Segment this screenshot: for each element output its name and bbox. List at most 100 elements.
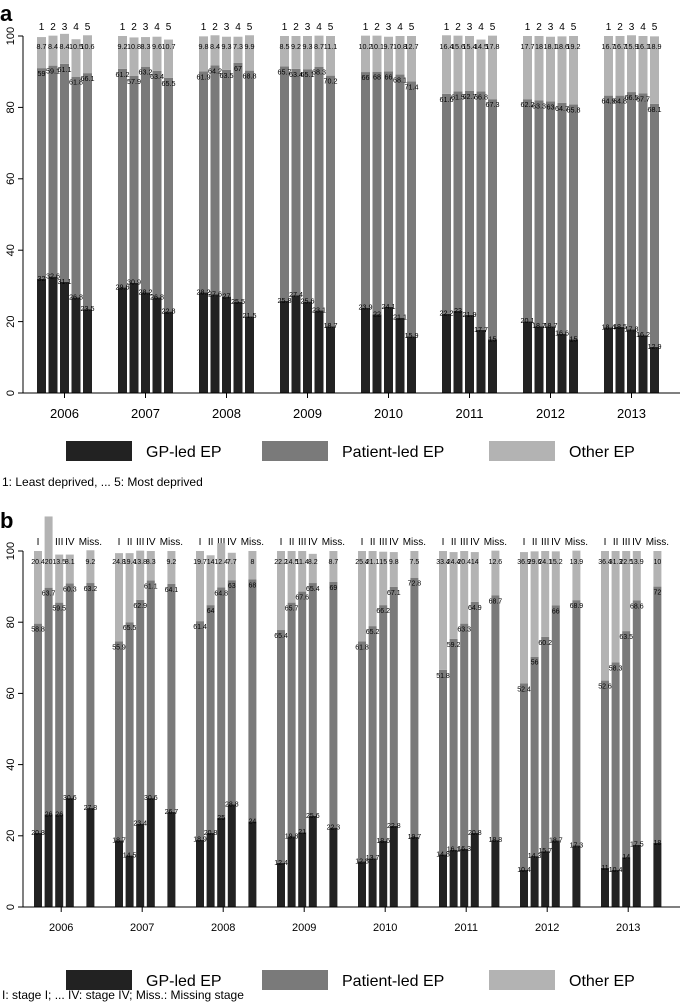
- data-label-gp-led: 25.6: [306, 813, 320, 820]
- bar-other: [611, 551, 620, 663]
- data-label-other: 9.8: [389, 559, 399, 566]
- data-label-other: 12.4: [214, 559, 228, 566]
- legend-label-other: Other EP: [569, 973, 635, 990]
- data-label-patient-led: 62.2: [521, 100, 535, 109]
- bar-other: [534, 36, 544, 101]
- bar-patient-led: [196, 621, 204, 840]
- bar-gp-led: [449, 849, 458, 907]
- bar-gp-led: [164, 311, 173, 393]
- y-tick-label: 100: [5, 27, 17, 45]
- bar-gp-led: [329, 827, 338, 907]
- data-label-patient-led: 68: [373, 73, 381, 82]
- bar-patient-led: [572, 600, 581, 846]
- bar-other: [546, 36, 555, 102]
- data-label-gp-led: 10.4: [609, 867, 623, 874]
- data-label-patient-led: 59.5: [52, 606, 66, 613]
- data-label-patient-led: 60.2: [538, 640, 552, 647]
- bar-patient-led: [34, 623, 42, 833]
- bar-gp-led: [520, 869, 528, 907]
- category-label: 5: [247, 22, 253, 33]
- bar-gp-led: [65, 798, 74, 907]
- data-label-patient-led: 61.8: [69, 78, 83, 87]
- bar-other: [217, 543, 226, 588]
- data-label-gp-led: 30.6: [144, 795, 158, 802]
- x-tick-label: 2012: [535, 922, 559, 934]
- bar-gp-led: [622, 857, 631, 907]
- category-label: IV: [65, 537, 75, 548]
- data-label-patient-led: 65.5: [162, 79, 176, 88]
- data-label-patient-led: 59.2: [447, 642, 461, 649]
- data-label-patient-led: 72: [654, 590, 662, 597]
- bar-patient-led: [199, 71, 208, 293]
- data-label-gp-led: 18.5: [613, 322, 627, 331]
- bar-gp-led: [601, 867, 609, 907]
- bar-gp-led: [146, 798, 155, 907]
- data-label-other: 8.1: [65, 559, 75, 566]
- data-label-other: 8.7: [314, 42, 324, 51]
- category-label: 3: [143, 22, 149, 33]
- bar-gp-led: [638, 335, 648, 393]
- bar-other: [627, 35, 636, 93]
- data-label-other: 9.2: [86, 559, 96, 566]
- data-label-other: 17.8: [486, 42, 500, 51]
- data-label-patient-led: 64.2: [208, 66, 222, 75]
- category-label: 4: [559, 22, 565, 33]
- bar-gp-led: [453, 310, 463, 393]
- data-label-other: 15.9: [625, 42, 639, 51]
- bar-gp-led: [222, 296, 231, 393]
- bar-patient-led: [48, 65, 58, 277]
- bar-patient-led: [314, 66, 324, 311]
- bar-patient-led: [326, 75, 335, 327]
- category-label: 4: [73, 22, 79, 33]
- bar-gp-led: [470, 832, 479, 907]
- bar-patient-led: [141, 66, 150, 293]
- legend-label-other: Other EP: [569, 444, 635, 461]
- bar-other: [541, 551, 550, 637]
- bar-patient-led: [329, 581, 338, 828]
- data-label-patient-led: 62.7: [463, 92, 477, 101]
- data-label-patient-led: 61.1: [58, 65, 72, 74]
- data-label-other: 9.2: [118, 42, 128, 51]
- category-label: I: [361, 537, 364, 548]
- data-label-gp-led: 23: [454, 306, 462, 315]
- data-label-patient-led: 63.4: [289, 70, 303, 79]
- category-label: II: [208, 537, 214, 548]
- category-label: 2: [617, 22, 623, 33]
- data-label-gp-led: 18.7: [544, 321, 558, 330]
- data-label-patient-led: 66: [362, 73, 370, 82]
- bar-patient-led: [287, 602, 296, 837]
- data-label-other: 8.4: [48, 42, 58, 51]
- bar-patient-led: [206, 605, 215, 833]
- data-label-patient-led: 58.3: [609, 665, 623, 672]
- category-label: II: [127, 537, 133, 548]
- bar-gp-led: [298, 832, 307, 907]
- data-label-gp-led: 10.4: [517, 867, 531, 874]
- data-label-other: 19.4: [123, 559, 137, 566]
- bar-other: [196, 551, 204, 622]
- bar-gp-led: [37, 278, 46, 393]
- data-label-gp-led: 22.8: [387, 823, 401, 830]
- data-label-patient-led: 52.4: [517, 686, 531, 693]
- bar-patient-led: [530, 656, 539, 857]
- bar-patient-led: [280, 66, 289, 301]
- bar-patient-led: [615, 95, 625, 327]
- category-label: IV: [146, 537, 156, 548]
- data-label-gp-led: 23.1: [312, 306, 326, 315]
- data-label-other: 9.3: [222, 42, 232, 51]
- data-label-other: 16.1: [636, 42, 650, 51]
- data-label-gp-led: 28.2: [197, 287, 211, 296]
- category-label: IV: [227, 537, 237, 548]
- bar-patient-led: [37, 68, 46, 279]
- bar-patient-led: [248, 579, 257, 822]
- bar-gp-led: [227, 804, 236, 907]
- bar-patient-led: [227, 580, 236, 805]
- data-label-other: 13.9: [570, 559, 584, 566]
- bar-other: [523, 36, 532, 100]
- x-tick-label: 2007: [130, 922, 154, 934]
- category-label: III: [136, 537, 144, 548]
- data-label-other: 17.7: [521, 42, 535, 51]
- category-label: 5: [328, 22, 334, 33]
- data-label-other: 21.1: [366, 559, 380, 566]
- bar-other: [326, 36, 335, 76]
- category-label: I: [280, 537, 283, 548]
